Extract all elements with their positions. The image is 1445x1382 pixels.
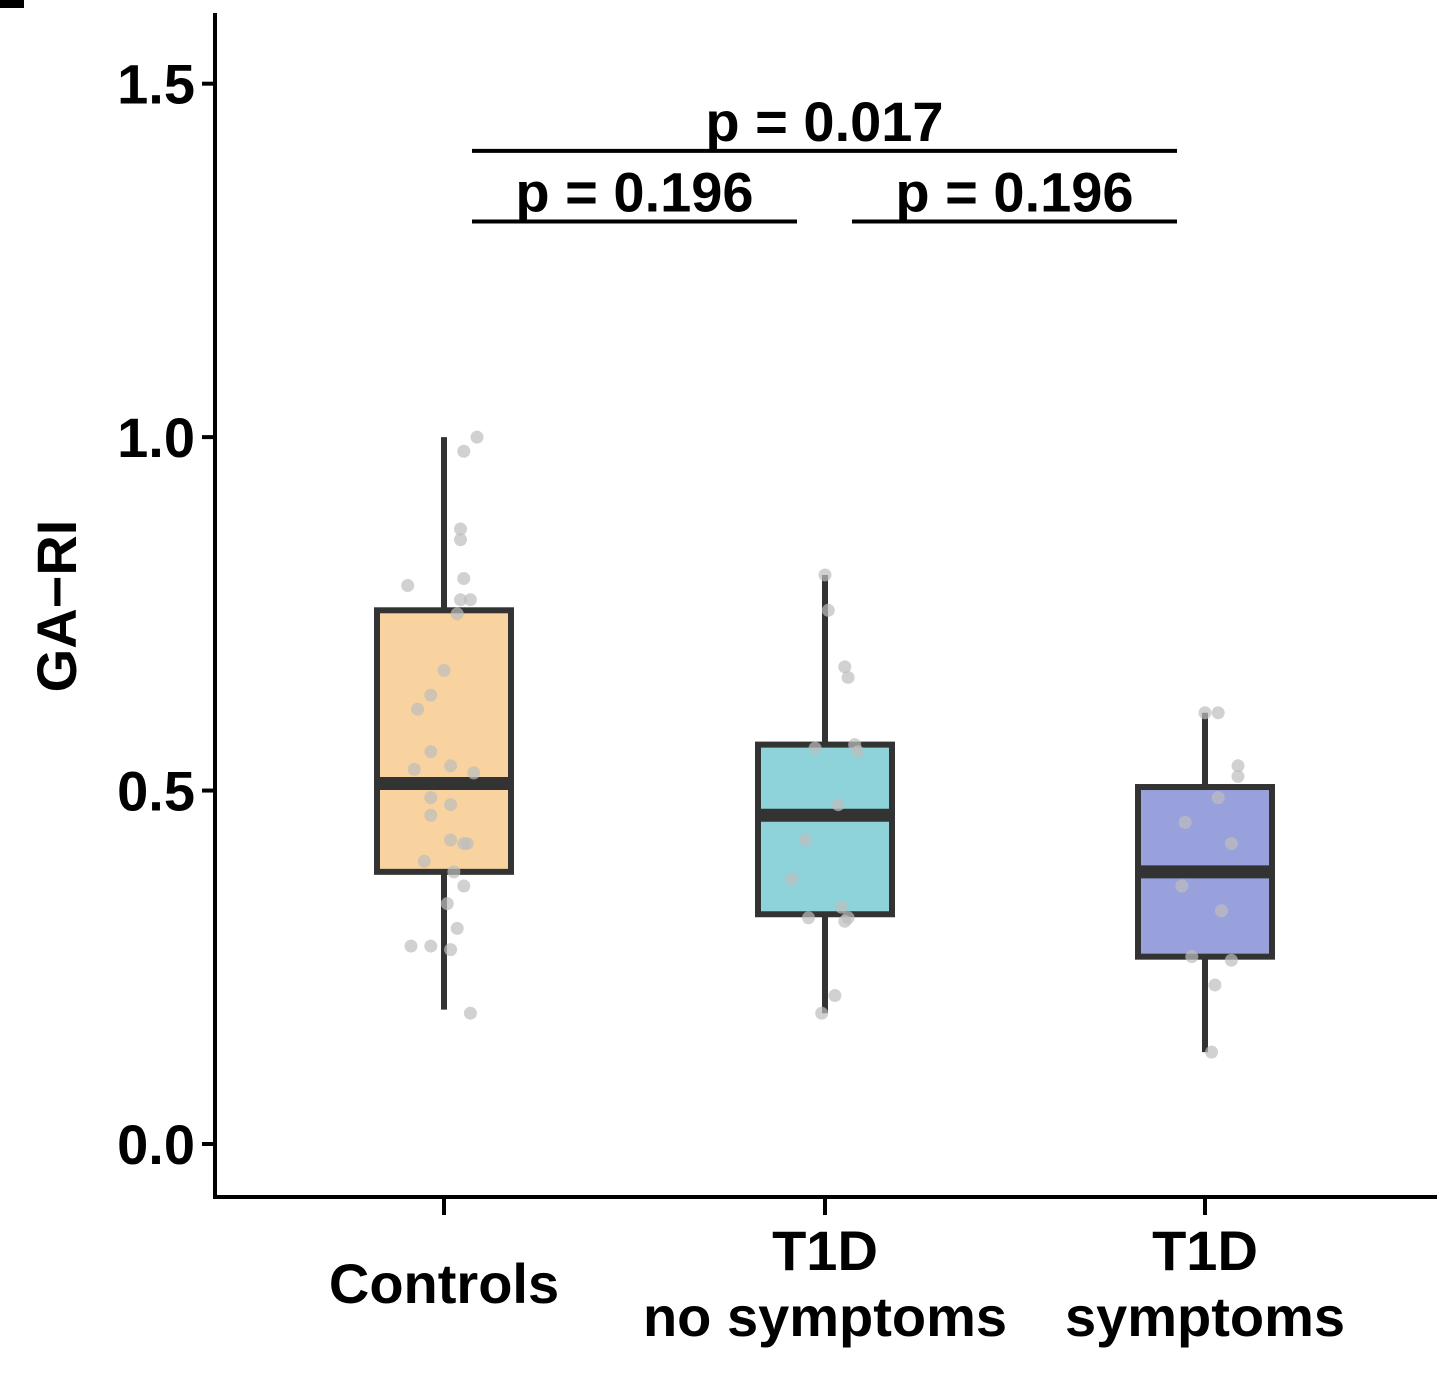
data-point <box>418 855 431 868</box>
data-point <box>424 809 437 822</box>
data-point <box>441 897 454 910</box>
data-point <box>1175 879 1188 892</box>
data-point <box>424 940 437 953</box>
data-point <box>1212 706 1225 719</box>
box-group-2 <box>1138 713 1272 1052</box>
x-tick-label: T1D <box>772 1219 878 1282</box>
data-point <box>819 568 832 581</box>
y-axis-label: GA−RI <box>25 520 88 693</box>
data-point <box>1225 954 1238 967</box>
data-point <box>1179 816 1192 829</box>
x-tick-label: no symptoms <box>643 1285 1007 1348</box>
data-point <box>838 915 851 928</box>
data-point <box>464 593 477 606</box>
data-point <box>457 879 470 892</box>
data-point <box>832 798 845 811</box>
x-tick-label: T1D <box>1152 1219 1258 1282</box>
data-point <box>822 604 835 617</box>
data-point <box>405 940 418 953</box>
box-group-1 <box>758 575 892 1013</box>
data-point <box>1199 706 1212 719</box>
data-point <box>411 703 424 716</box>
data-point <box>438 664 451 677</box>
x-tick-label: Controls <box>329 1252 559 1315</box>
box-group-0 <box>377 437 511 1010</box>
data-point <box>799 834 812 847</box>
box-iqr <box>377 610 511 872</box>
data-point <box>444 759 457 772</box>
data-point <box>1185 950 1198 963</box>
data-point <box>464 1007 477 1020</box>
y-tick-label: 1.0 <box>117 406 195 469</box>
x-tick-label: symptoms <box>1065 1285 1345 1348</box>
data-point <box>408 763 421 776</box>
data-point <box>401 579 414 592</box>
data-point <box>424 689 437 702</box>
data-point <box>457 572 470 585</box>
data-point <box>815 1007 828 1020</box>
data-point <box>786 872 799 885</box>
data-point <box>457 445 470 458</box>
y-tick-label: 1.5 <box>117 53 195 116</box>
data-point <box>852 745 865 758</box>
data-point <box>444 834 457 847</box>
data-point <box>467 766 480 779</box>
annotations-layer: p = 0.017 p = 0.196 p = 0.196 <box>472 90 1177 224</box>
data-point <box>1212 791 1225 804</box>
data-point <box>454 533 467 546</box>
p-value-label: p = 0.196 <box>895 161 1133 224</box>
data-point <box>447 865 460 878</box>
p-value-label: p = 0.017 <box>705 90 943 153</box>
data-point <box>461 837 474 850</box>
data-point <box>1208 978 1221 991</box>
data-point <box>842 671 855 684</box>
y-ticks-layer: 0.0 0.5 1.0 1.5 <box>117 53 215 1176</box>
data-point <box>444 943 457 956</box>
data-point <box>1225 837 1238 850</box>
data-point <box>451 922 464 935</box>
boxes-layer <box>377 437 1272 1052</box>
data-point <box>424 791 437 804</box>
data-point <box>802 911 815 924</box>
panel-corner-mark <box>0 0 24 8</box>
data-point <box>1215 904 1228 917</box>
data-point <box>444 798 457 811</box>
y-tick-label: 0.0 <box>117 1113 195 1176</box>
p-value-label: p = 0.196 <box>515 161 753 224</box>
data-point <box>809 742 822 755</box>
y-tick-label: 0.5 <box>117 760 195 823</box>
box-iqr <box>758 745 892 915</box>
data-point <box>1232 770 1245 783</box>
data-point <box>1205 1046 1218 1059</box>
data-point <box>451 607 464 620</box>
data-point <box>471 431 484 444</box>
data-point <box>828 989 841 1002</box>
data-point <box>424 745 437 758</box>
